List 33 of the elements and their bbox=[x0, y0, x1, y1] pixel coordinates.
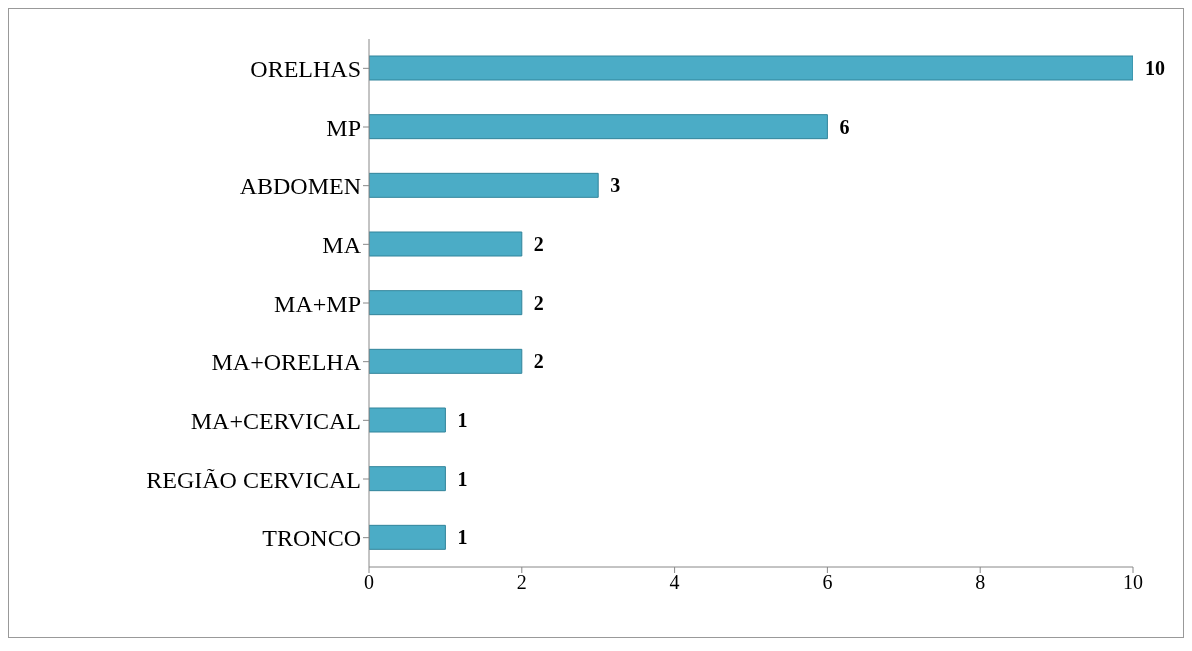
data-label: 1 bbox=[457, 467, 468, 490]
y-tick-label: MA bbox=[322, 231, 362, 258]
bar bbox=[369, 290, 523, 316]
y-tick-label: ORELHAS bbox=[250, 55, 361, 82]
y-tick-label: MP bbox=[326, 114, 361, 141]
x-tick-label: 6 bbox=[822, 571, 833, 594]
y-tick-label: REGIÃO CERVICAL bbox=[146, 466, 361, 493]
bar bbox=[369, 231, 523, 257]
bar bbox=[369, 407, 446, 433]
bar bbox=[369, 55, 1133, 81]
bar bbox=[369, 524, 446, 550]
y-tick-label: TRONCO bbox=[262, 525, 361, 552]
y-tick-label: MA+MP bbox=[274, 290, 361, 317]
data-label: 2 bbox=[533, 233, 544, 256]
data-label: 1 bbox=[457, 526, 468, 549]
x-tick-label: 4 bbox=[669, 571, 680, 594]
bar bbox=[369, 172, 599, 198]
y-tick-label: MA+CERVICAL bbox=[190, 407, 361, 434]
x-tick-label: 2 bbox=[516, 571, 527, 594]
x-tick-label: 8 bbox=[975, 571, 986, 594]
x-tick-label: 10 bbox=[1123, 571, 1143, 594]
data-label: 1 bbox=[457, 409, 468, 432]
bar bbox=[369, 114, 828, 140]
bar bbox=[369, 348, 523, 374]
y-tick-label: MA+ORELHA bbox=[211, 349, 362, 376]
data-label: 6 bbox=[839, 115, 850, 138]
y-tick-label: ABDOMEN bbox=[239, 173, 361, 200]
bar bbox=[369, 466, 446, 492]
data-label: 2 bbox=[533, 291, 544, 314]
data-label: 10 bbox=[1145, 57, 1165, 80]
data-label: 3 bbox=[610, 174, 621, 197]
x-tick-label: 0 bbox=[364, 571, 374, 594]
data-label: 2 bbox=[533, 350, 544, 373]
